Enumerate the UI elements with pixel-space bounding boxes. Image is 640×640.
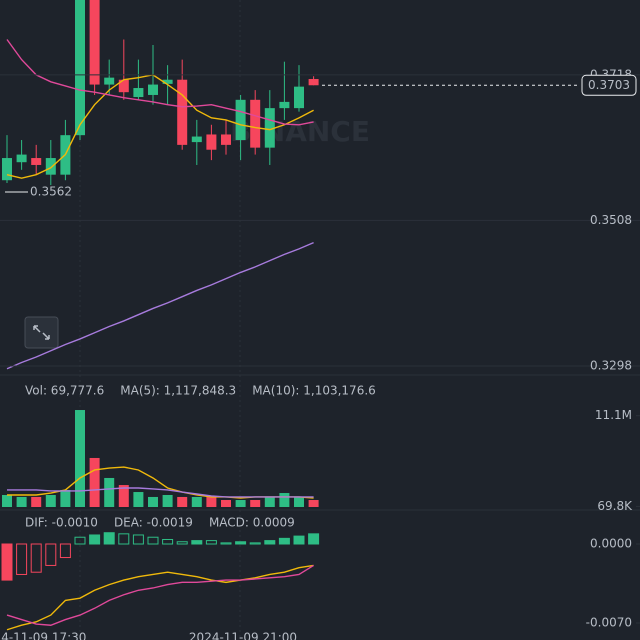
volume-bar bbox=[45, 494, 56, 507]
volume-bar bbox=[162, 494, 173, 507]
volume-bar bbox=[250, 500, 261, 507]
volume-bar bbox=[31, 496, 42, 507]
last-price-box bbox=[581, 74, 637, 96]
volume-bar bbox=[279, 493, 290, 507]
volume-bar bbox=[2, 494, 12, 507]
x-tick-label: 2024-11-09 21:00 bbox=[189, 631, 297, 640]
y-tick-label: 69.8K bbox=[597, 499, 633, 513]
volume-bar bbox=[191, 496, 202, 507]
y-tick-label: -0.0070 bbox=[586, 615, 632, 629]
macd-bar bbox=[162, 538, 174, 545]
macd-bar bbox=[89, 534, 101, 545]
volume-bar bbox=[89, 457, 100, 507]
candle-body bbox=[148, 84, 158, 95]
macd-bar bbox=[176, 541, 188, 545]
candle-body bbox=[16, 154, 27, 163]
macd-bar bbox=[103, 532, 115, 545]
candle-body bbox=[118, 79, 129, 93]
expand-button[interactable] bbox=[24, 316, 59, 349]
volume-bar bbox=[177, 496, 188, 507]
ma-line bbox=[7, 466, 314, 499]
candle-body bbox=[206, 134, 217, 150]
macd-bar bbox=[278, 537, 290, 545]
x-tick-label: 24-11-09 17:30 bbox=[0, 631, 86, 640]
legend-entry: MA(10): 1,103,176.6 bbox=[252, 384, 376, 398]
volume-bar bbox=[104, 477, 115, 507]
ma-line bbox=[6, 74, 314, 179]
legend-entry: MA(5): 1,117,848.3 bbox=[120, 384, 236, 398]
macd-bar bbox=[191, 540, 203, 545]
macd-bar bbox=[308, 533, 320, 545]
candle-body bbox=[89, 0, 100, 85]
macd-bar bbox=[59, 543, 71, 559]
macd-bar bbox=[30, 543, 42, 573]
candle-body bbox=[104, 77, 115, 85]
macd-bar bbox=[74, 536, 86, 545]
legend-entry: Vol: 69,777.6 bbox=[25, 384, 104, 398]
volume-bar bbox=[294, 496, 304, 507]
volume-bar bbox=[133, 492, 144, 507]
macd-bar bbox=[249, 542, 261, 545]
ma-line bbox=[6, 241, 314, 370]
ma-line bbox=[6, 564, 314, 626]
macd-bar bbox=[293, 535, 305, 545]
candle-body bbox=[250, 99, 261, 148]
y-tick-label: 0.0000 bbox=[590, 536, 632, 550]
candle-body bbox=[177, 79, 188, 145]
volume-bar bbox=[60, 489, 71, 507]
macd-bar bbox=[1, 543, 13, 581]
candle-body bbox=[191, 136, 202, 143]
candle-body bbox=[279, 101, 290, 109]
volume-bar bbox=[75, 410, 85, 507]
legend-entry: DEA: -0.0019 bbox=[114, 516, 193, 530]
volume-bar bbox=[221, 500, 231, 507]
candle-body bbox=[45, 158, 56, 175]
legend-entry: DIF: -0.0010 bbox=[25, 516, 98, 530]
candle-body bbox=[221, 134, 231, 145]
macd-bar bbox=[264, 540, 276, 545]
low-marker-label: 0.3562 bbox=[30, 184, 72, 198]
candle-body bbox=[235, 99, 246, 141]
macd-bar bbox=[147, 536, 159, 545]
panel bbox=[2, 410, 319, 507]
ma-line bbox=[6, 564, 314, 631]
macd-bar bbox=[45, 543, 57, 566]
legend-entry: MACD: 0.0009 bbox=[209, 516, 295, 530]
macd-bar bbox=[132, 534, 144, 545]
macd-bar bbox=[205, 540, 217, 545]
candle-body bbox=[133, 88, 144, 98]
candle-body bbox=[31, 158, 42, 165]
volume-bar bbox=[148, 496, 158, 507]
panel bbox=[1, 532, 320, 631]
panel bbox=[2, 0, 319, 370]
y-tick-label: 0.3508 bbox=[590, 213, 632, 227]
macd-bar bbox=[16, 543, 28, 575]
candle-body bbox=[75, 0, 85, 136]
volume-bar bbox=[308, 500, 319, 507]
macd-bar bbox=[118, 533, 130, 545]
last-price-label: 0.3703 bbox=[588, 78, 630, 92]
candle-body bbox=[162, 79, 173, 84]
candle-body bbox=[264, 108, 275, 148]
volume-bar bbox=[264, 496, 275, 507]
ma-line bbox=[6, 39, 314, 126]
volume-bar bbox=[235, 500, 246, 507]
volume-bar bbox=[118, 485, 129, 507]
y-tick-label: 0.3298 bbox=[590, 358, 632, 372]
y-tick-label: 11.1M bbox=[595, 408, 632, 422]
candle-body bbox=[294, 86, 304, 109]
candle-body bbox=[308, 79, 319, 86]
candle-body bbox=[2, 158, 12, 181]
macd-bar bbox=[235, 541, 247, 545]
ma-line bbox=[7, 487, 314, 498]
volume-bar bbox=[16, 496, 27, 507]
macd-bar bbox=[220, 542, 232, 545]
volume-bar bbox=[206, 496, 217, 507]
